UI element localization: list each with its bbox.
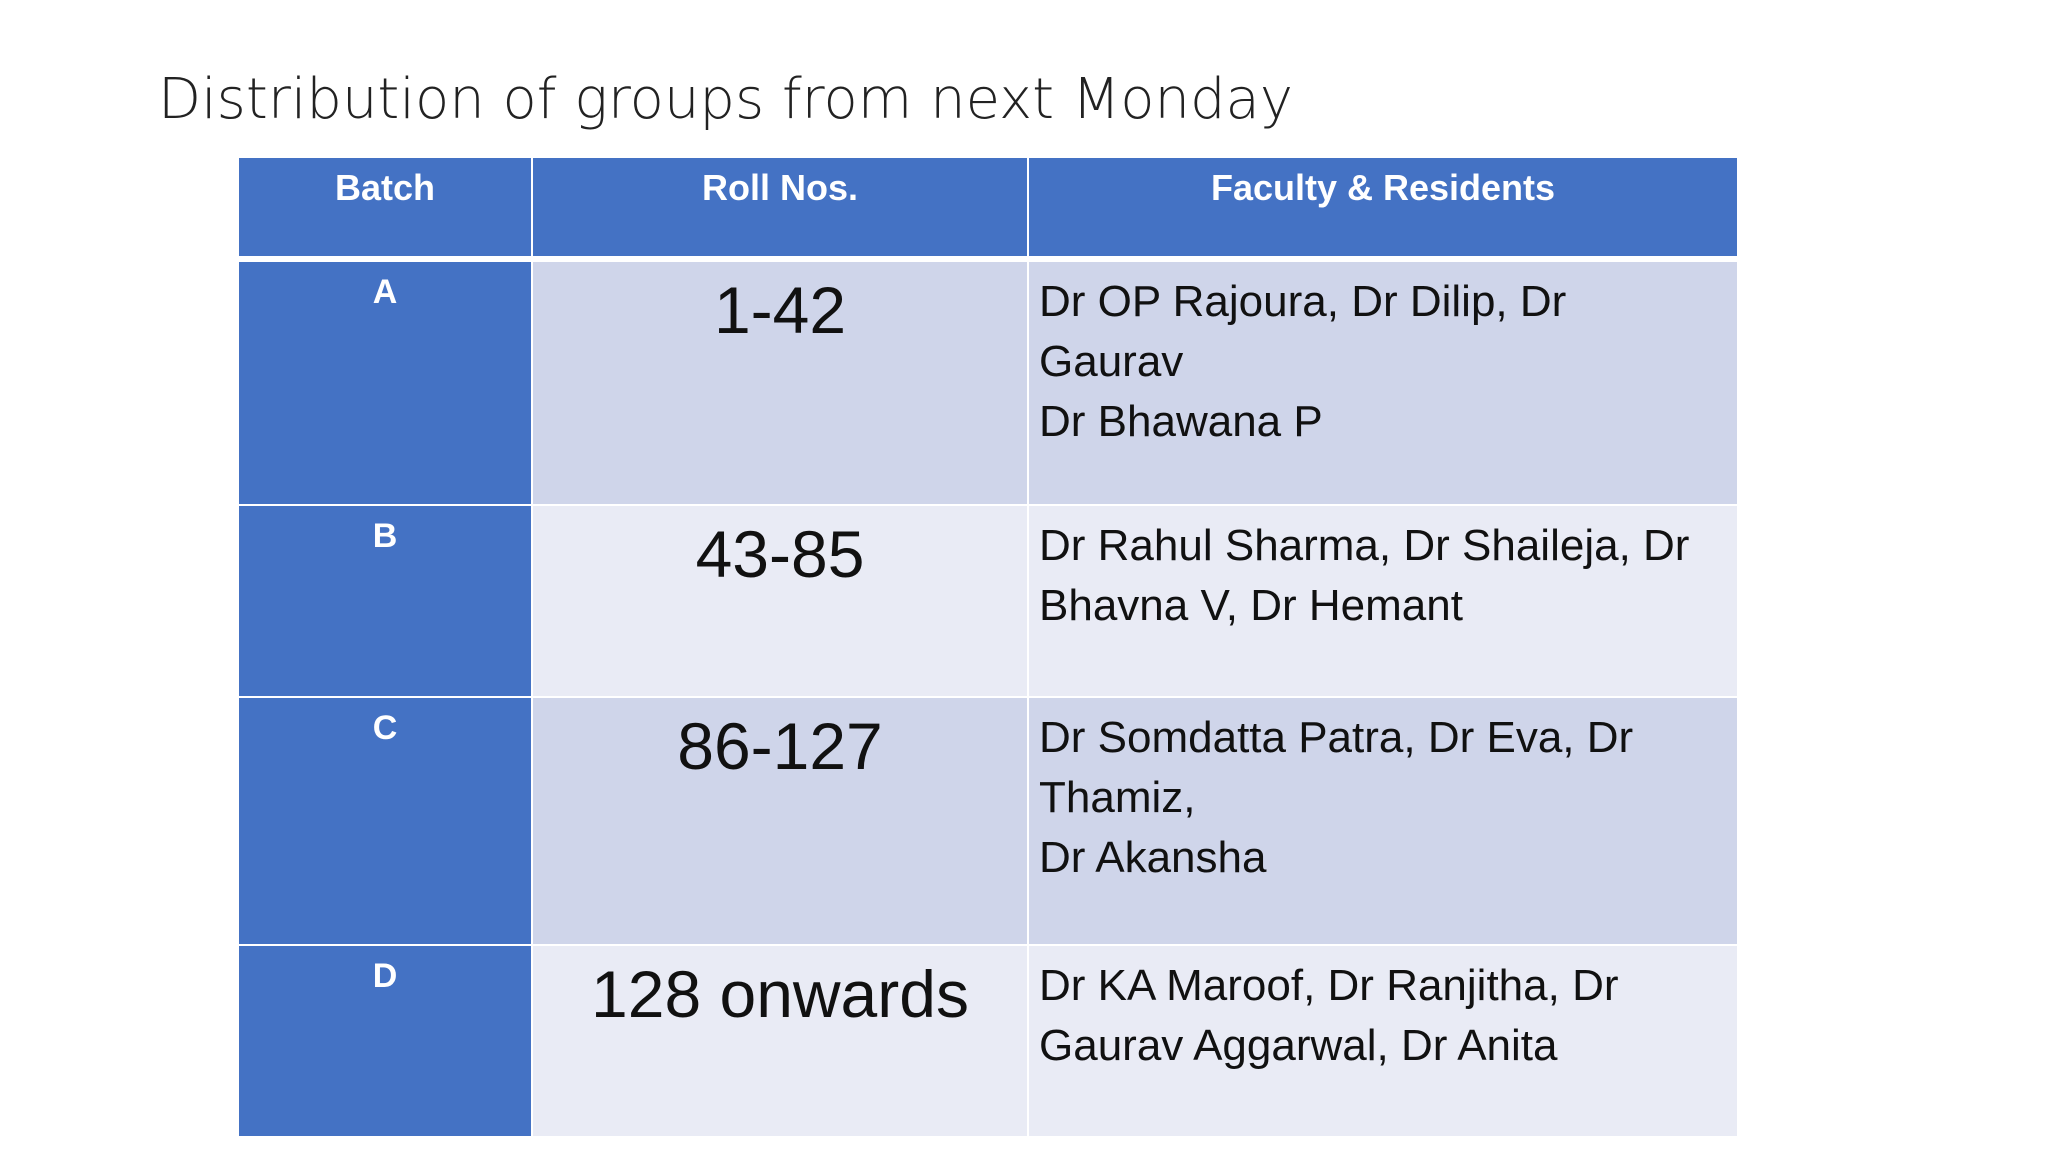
faculty-line: Thamiz, [1039, 773, 1196, 822]
faculty-line: Dr OP Rajoura, Dr Dilip, Dr [1039, 277, 1567, 326]
faculty-line: Dr Rahul Sharma, Dr Shaileja, Dr [1039, 521, 1690, 570]
slide-title: Distribution of groups from next Monday [158, 67, 1294, 132]
roll-cell-b: 43-85 [533, 506, 1029, 698]
groups-table: Batch Roll Nos. Faculty & Residents A 1-… [239, 158, 1737, 1138]
faculty-line: Gaurav Aggarwal, Dr Anita [1039, 1021, 1558, 1070]
faculty-cell-d: Dr KA Maroof, Dr Ranjitha, Dr Gaurav Agg… [1029, 946, 1737, 1138]
batch-cell-c: C [239, 698, 533, 946]
faculty-line: Dr Somdatta Patra, Dr Eva, Dr [1039, 713, 1634, 762]
roll-cell-a: 1-42 [533, 262, 1029, 506]
faculty-cell-a: Dr OP Rajoura, Dr Dilip, Dr Gaurav Dr Bh… [1029, 262, 1737, 506]
faculty-cell-b: Dr Rahul Sharma, Dr Shaileja, Dr Bhavna … [1029, 506, 1737, 698]
faculty-line: Dr Bhawana P [1039, 397, 1323, 446]
batch-cell-a: A [239, 262, 533, 506]
faculty-line: Gaurav [1039, 337, 1184, 386]
header-batch: Batch [239, 158, 533, 262]
faculty-line: Dr Akansha [1039, 833, 1267, 882]
roll-cell-c: 86-127 [533, 698, 1029, 946]
batch-cell-d: D [239, 946, 533, 1138]
faculty-line: Bhavna V, Dr Hemant [1039, 581, 1463, 630]
header-faculty-residents: Faculty & Residents [1029, 158, 1737, 262]
faculty-line: Dr KA Maroof, Dr Ranjitha, Dr [1039, 961, 1619, 1010]
batch-cell-b: B [239, 506, 533, 698]
header-roll-nos: Roll Nos. [533, 158, 1029, 262]
roll-cell-d: 128 onwards [533, 946, 1029, 1138]
faculty-cell-c: Dr Somdatta Patra, Dr Eva, Dr Thamiz, Dr… [1029, 698, 1737, 946]
